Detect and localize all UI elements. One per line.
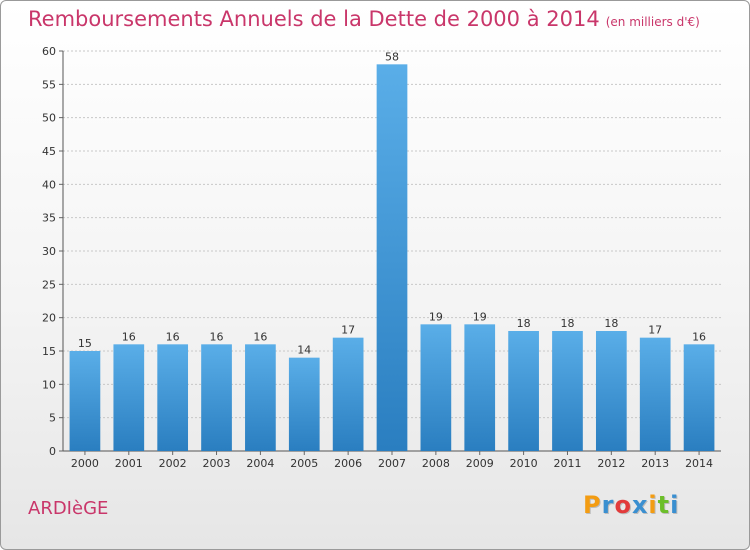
bar-value-label: 14 <box>297 344 311 357</box>
y-tick-label: 5 <box>49 412 56 425</box>
bar <box>420 324 452 451</box>
bar-value-label: 19 <box>429 310 443 323</box>
y-tick-label: 45 <box>42 145 56 158</box>
logo-letter: x <box>631 491 649 519</box>
bar <box>288 357 320 451</box>
x-tick-label: 2001 <box>115 457 143 470</box>
y-tick-label: 55 <box>42 78 56 91</box>
y-tick-label: 35 <box>42 212 56 225</box>
x-tick-label: 2002 <box>159 457 187 470</box>
bar-value-label: 17 <box>341 324 355 337</box>
bar <box>464 324 496 451</box>
logo-letter: i <box>670 491 680 519</box>
logo-letter: r <box>601 491 615 519</box>
bar-value-label: 15 <box>78 337 92 350</box>
bar-value-label: 18 <box>560 317 574 330</box>
x-tick-label: 2014 <box>685 457 713 470</box>
x-tick-label: 2013 <box>641 457 669 470</box>
bar <box>245 344 276 451</box>
bar <box>595 331 627 451</box>
x-tick-label: 2005 <box>290 457 318 470</box>
bar <box>157 344 189 451</box>
y-tick-label: 20 <box>42 312 56 325</box>
x-tick-label: 2009 <box>466 457 494 470</box>
bar <box>201 344 232 451</box>
y-tick-label: 25 <box>42 278 56 291</box>
bar-value-label: 58 <box>385 50 399 63</box>
unit-label: (en milliers d'€) <box>605 15 700 29</box>
y-tick-label: 40 <box>42 178 56 191</box>
logo-letter: o <box>614 491 632 519</box>
bar <box>376 64 408 452</box>
y-tick-label: 60 <box>42 45 56 58</box>
bar-value-label: 16 <box>166 330 180 343</box>
bar <box>683 344 715 451</box>
x-tick-label: 2007 <box>378 457 406 470</box>
y-tick-label: 10 <box>42 378 56 391</box>
proxiti-logo: Proxiti <box>583 491 679 519</box>
bar <box>69 351 101 451</box>
y-tick-label: 50 <box>42 112 56 125</box>
bar-value-label: 17 <box>648 324 662 337</box>
y-tick-label: 30 <box>42 245 56 258</box>
x-tick-label: 2003 <box>203 457 231 470</box>
bar <box>639 337 671 451</box>
bar-value-label: 18 <box>604 317 618 330</box>
x-tick-label: 2000 <box>71 457 99 470</box>
chart-title: Remboursements Annuels de la Dette de 20… <box>28 7 700 31</box>
bar-value-label: 18 <box>517 317 531 330</box>
commune-name: ARDIèGE <box>28 498 109 519</box>
x-tick-label: 2008 <box>422 457 450 470</box>
bar-value-label: 16 <box>122 330 136 343</box>
x-tick-label: 2012 <box>597 457 625 470</box>
bar <box>552 331 583 451</box>
bar <box>508 331 539 451</box>
bar <box>113 344 145 451</box>
bar-value-label: 19 <box>473 310 487 323</box>
logo-letter: i <box>648 491 658 519</box>
logo-letter: P <box>583 491 602 519</box>
y-tick-label: 0 <box>49 445 56 458</box>
x-tick-label: 2004 <box>246 457 274 470</box>
bar <box>332 337 364 451</box>
y-tick-label: 15 <box>42 345 56 358</box>
logo-letter: t <box>657 491 671 519</box>
x-tick-label: 2010 <box>510 457 538 470</box>
x-tick-label: 2011 <box>553 457 581 470</box>
bar-value-label: 16 <box>210 330 224 343</box>
bar-value-label: 16 <box>253 330 267 343</box>
bar-value-label: 16 <box>692 330 706 343</box>
x-tick-label: 2006 <box>334 457 362 470</box>
